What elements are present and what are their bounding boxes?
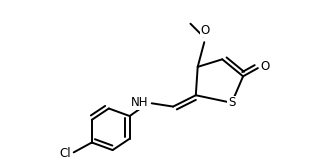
Text: O: O <box>260 60 269 73</box>
Text: S: S <box>228 96 235 109</box>
Text: Cl: Cl <box>59 147 71 160</box>
Text: O: O <box>201 24 210 37</box>
Text: NH: NH <box>131 96 149 109</box>
